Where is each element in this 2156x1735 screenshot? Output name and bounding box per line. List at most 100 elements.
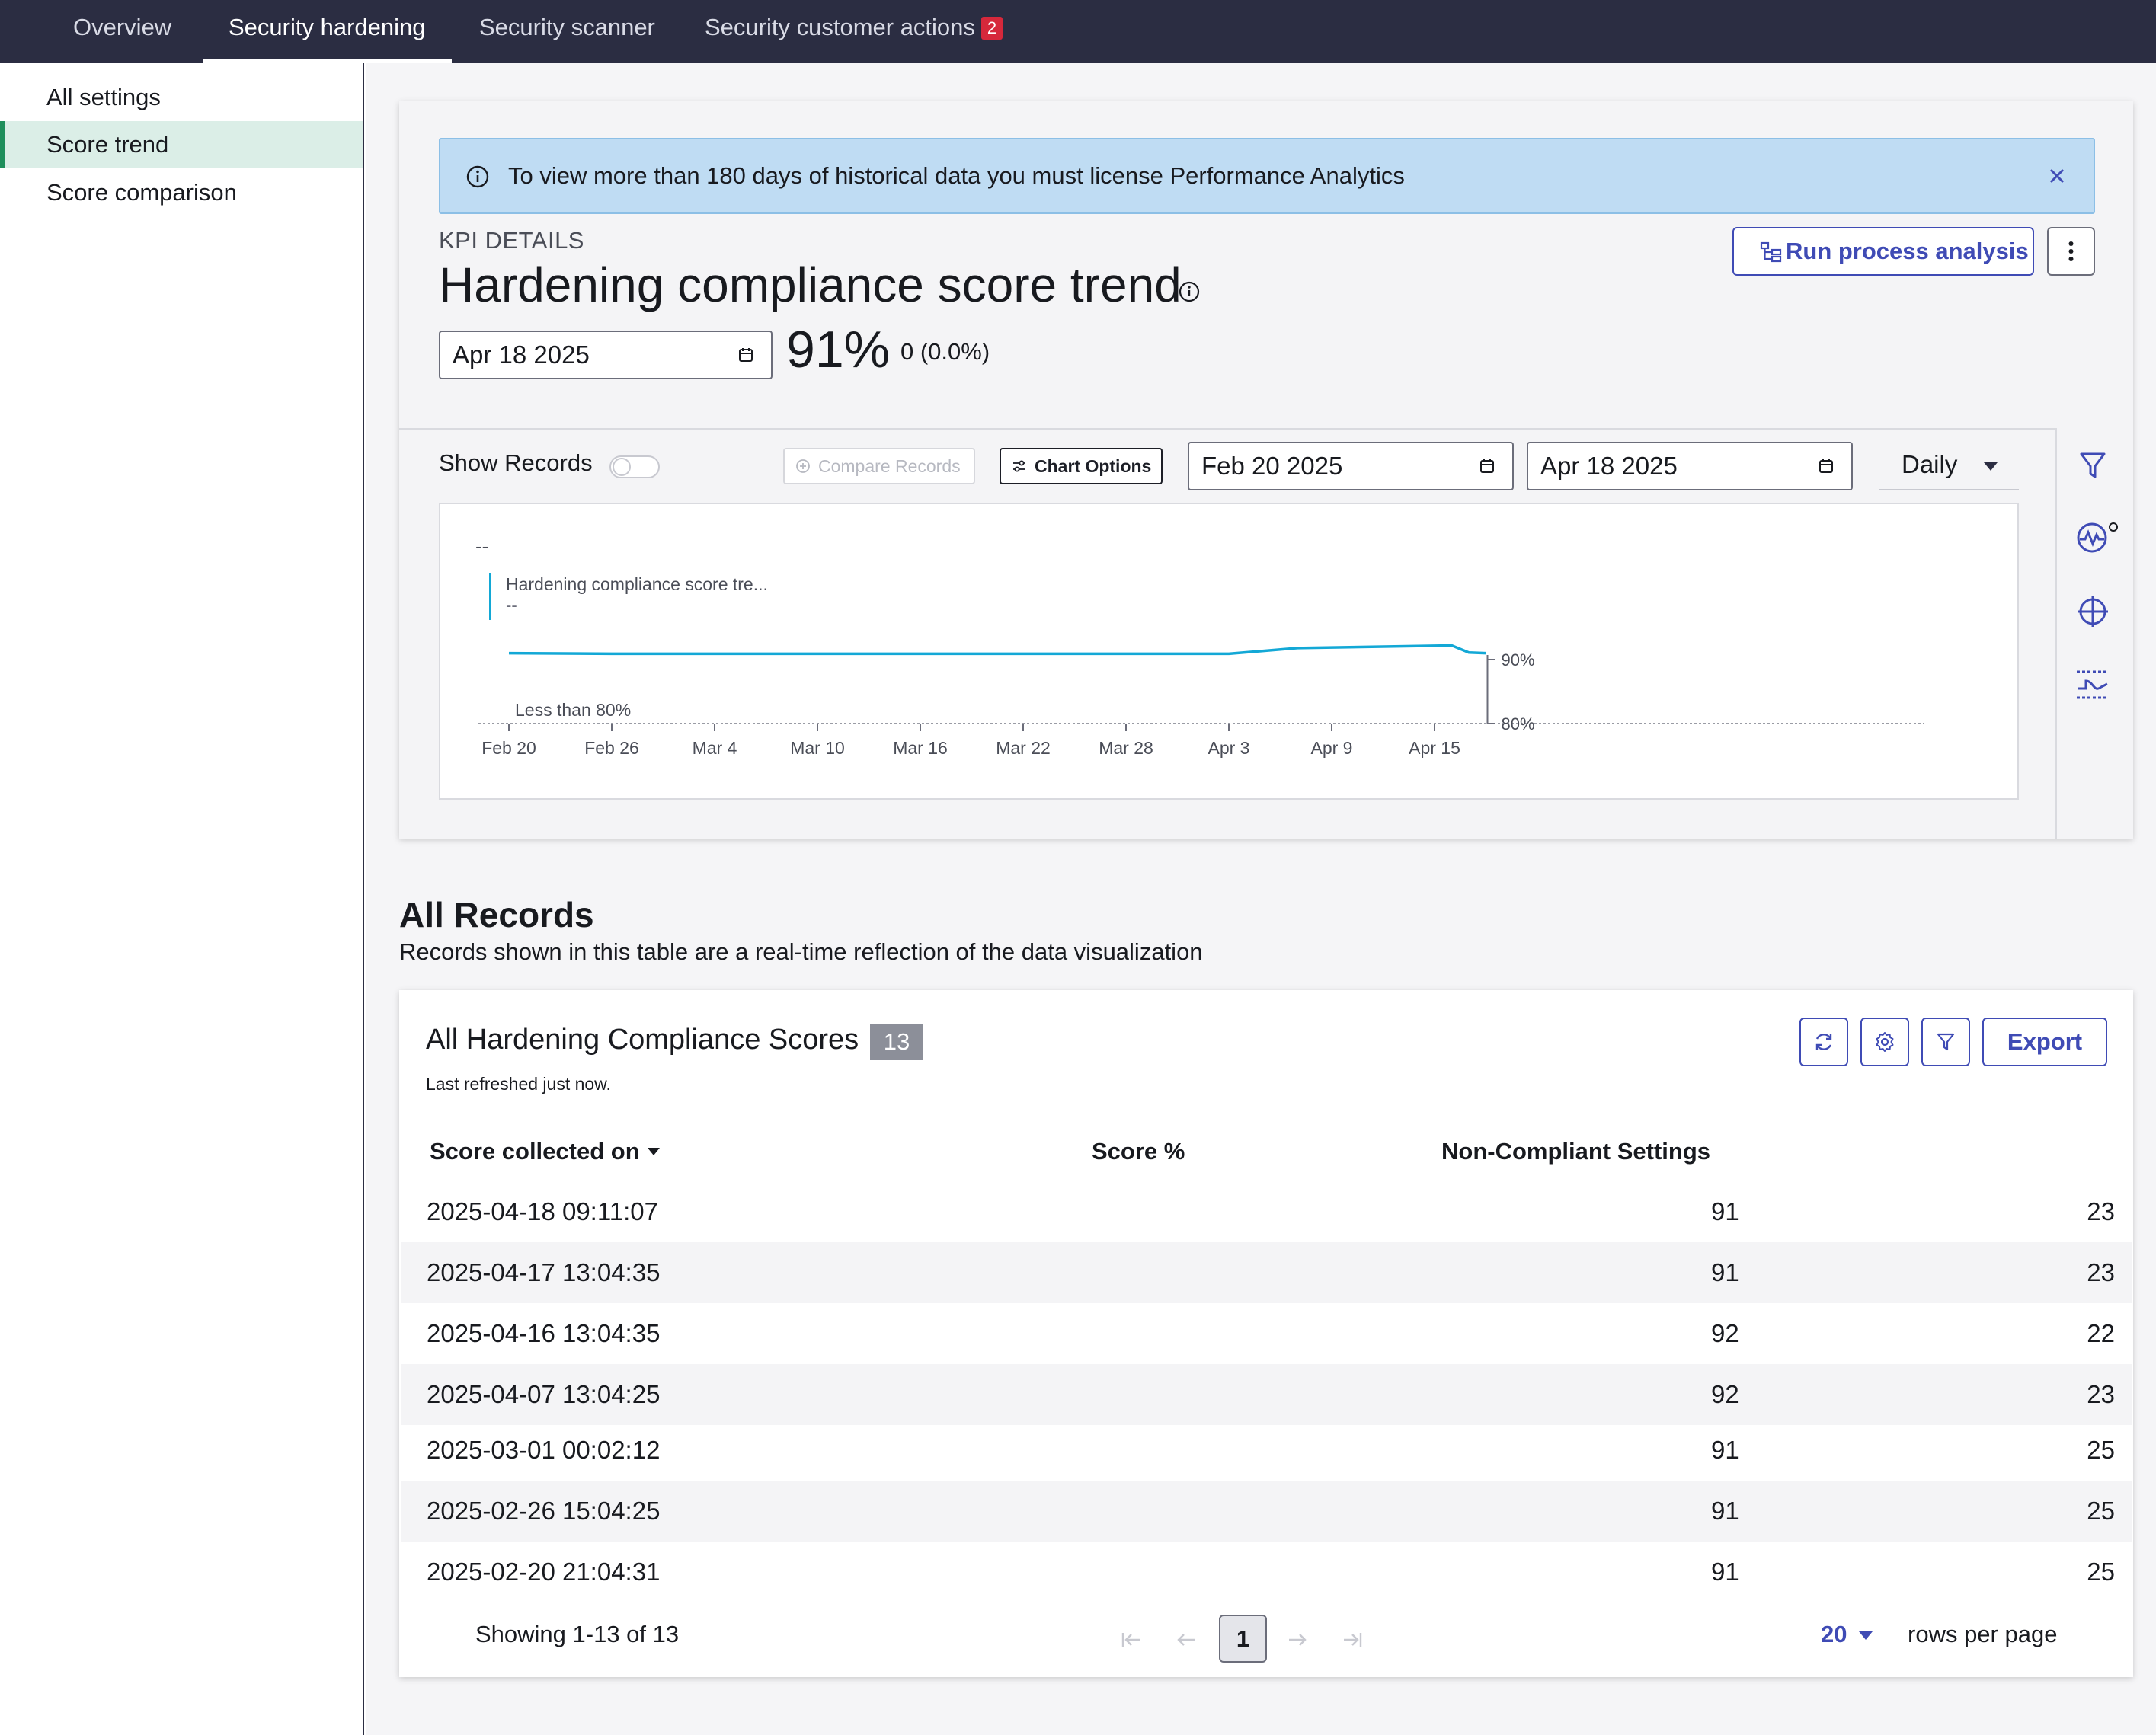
- show-records-label: Show Records: [439, 449, 593, 476]
- cell-date: 2025-04-07 13:04:25: [427, 1380, 661, 1408]
- last-page-icon[interactable]: [1339, 1628, 1365, 1651]
- column-header-score[interactable]: Score %: [1092, 1138, 1185, 1165]
- cell-noncompliant: 23: [2087, 1258, 2115, 1286]
- records-heading: All Records: [399, 895, 594, 935]
- series-line: [508, 644, 1486, 656]
- calendar-icon[interactable]: [1818, 458, 1835, 474]
- toolbar-divider: [2055, 428, 2057, 839]
- threshold-icon[interactable]: [2075, 667, 2110, 702]
- sidebar-item-score-comparison[interactable]: Score comparison: [46, 179, 237, 206]
- x-tick-label: Mar 22: [996, 738, 1051, 758]
- calendar-icon[interactable]: [737, 347, 754, 363]
- rows-per-page-label: rows per page: [1908, 1621, 2058, 1647]
- table-row[interactable]: 2025-04-17 13:04:35 91 23: [401, 1242, 2132, 1303]
- sort-desc-icon: [647, 1148, 660, 1155]
- range-end-date-picker[interactable]: Apr 18 2025: [1527, 442, 1853, 490]
- pagination-summary: Showing 1-13 of 13: [475, 1621, 680, 1647]
- close-icon[interactable]: [2043, 162, 2071, 190]
- records-table-panel: [399, 990, 2133, 1677]
- calendar-icon[interactable]: [1479, 458, 1495, 474]
- cell-date: 2025-04-17 13:04:35: [427, 1258, 661, 1286]
- show-records-toggle[interactable]: [609, 455, 660, 478]
- score-trend-chart: 80% 90% Feb 20 Feb 26 Mar 4 Mar 10 Mar 16 Mar 2…: [478, 644, 1924, 758]
- tab-security-hardening[interactable]: Security hardening: [203, 0, 452, 63]
- legend-series-name[interactable]: Hardening compliance score tre...: [506, 574, 768, 594]
- range-start-date-picker[interactable]: Feb 20 2025: [1188, 442, 1514, 490]
- table-row[interactable]: 2025-02-26 15:04:25 91 25: [401, 1481, 2132, 1542]
- tab-security-scanner[interactable]: Security scanner: [479, 14, 655, 40]
- panel-divider: [399, 428, 2057, 430]
- cell-score: 91: [1711, 1558, 1739, 1586]
- notification-badge: 2: [980, 17, 1003, 40]
- sidebar-item-all-settings[interactable]: All settings: [46, 84, 161, 110]
- table-row[interactable]: 2025-04-18 09:11:07 91 23: [401, 1181, 2132, 1242]
- caret-down-icon: [1984, 462, 1998, 471]
- top-navigation: Overview Security hardening Security sca…: [0, 0, 2156, 63]
- table-row[interactable]: 2025-04-07 13:04:25 92 23: [401, 1364, 2132, 1425]
- legend-color-swatch: [489, 573, 491, 620]
- cell-noncompliant: 22: [2087, 1319, 2115, 1347]
- caret-down-icon[interactable]: [1859, 1631, 1873, 1640]
- settings-button[interactable]: [1860, 1018, 1909, 1066]
- previous-page-icon[interactable]: [1173, 1628, 1199, 1651]
- chart-options-button[interactable]: Chart Options: [1000, 448, 1163, 484]
- run-process-analysis-button[interactable]: Run process analysis: [1732, 227, 2034, 276]
- filter-button[interactable]: [1921, 1018, 1970, 1066]
- cell-score: 91: [1711, 1258, 1739, 1286]
- cell-date: 2025-03-01 00:02:12: [427, 1436, 661, 1464]
- legend-series-value: --: [506, 596, 517, 615]
- cell-noncompliant: 25: [2087, 1436, 2115, 1464]
- export-button[interactable]: Export: [1982, 1018, 2107, 1066]
- frequency-value: Daily: [1902, 450, 1958, 478]
- run-process-analysis-label: Run process analysis: [1786, 238, 2029, 264]
- tab-overview[interactable]: Overview: [73, 14, 172, 40]
- cell-date: 2025-04-18 09:11:07: [427, 1197, 658, 1225]
- x-tick-label: Apr 9: [1311, 738, 1353, 758]
- cell-score: 92: [1711, 1319, 1739, 1347]
- process-tree-icon: [1760, 241, 1782, 263]
- more-options-button[interactable]: [2047, 227, 2095, 276]
- cell-date: 2025-02-26 15:04:25: [427, 1497, 661, 1525]
- table-row[interactable]: 2025-02-20 21:04:31 91 25: [401, 1542, 2132, 1602]
- sidebar-item-score-trend[interactable]: Score trend: [0, 121, 363, 168]
- x-tick-label: Mar 10: [790, 738, 845, 758]
- first-page-icon[interactable]: [1118, 1628, 1144, 1651]
- x-tick-label: Apr 15: [1409, 738, 1460, 758]
- cell-score: 91: [1711, 1197, 1739, 1225]
- compare-records-button[interactable]: Compare Records: [783, 448, 975, 484]
- cell-score: 91: [1711, 1497, 1739, 1525]
- refresh-button[interactable]: [1799, 1018, 1848, 1066]
- compare-records-label: Compare Records: [818, 456, 961, 476]
- cell-noncompliant: 23: [2087, 1197, 2115, 1225]
- filter-icon[interactable]: [2075, 448, 2110, 483]
- tab-label: Security customer actions: [705, 14, 975, 40]
- range-end-value: Apr 18 2025: [1540, 452, 1678, 480]
- cell-noncompliant: 25: [2087, 1558, 2115, 1586]
- cell-score: 92: [1711, 1380, 1739, 1408]
- column-header-label: Score collected on: [430, 1138, 640, 1165]
- cell-date: 2025-02-20 21:04:31: [427, 1558, 661, 1586]
- chart-options-label: Chart Options: [1035, 456, 1152, 476]
- current-page-button[interactable]: 1: [1219, 1615, 1267, 1663]
- table-row[interactable]: 2025-03-01 00:02:12 91 25: [401, 1420, 2132, 1481]
- filter-icon: [1937, 1033, 1955, 1051]
- page-title: Hardening compliance score trend: [439, 257, 1182, 312]
- add-circle-icon: [796, 459, 810, 473]
- sliders-icon: [1013, 460, 1025, 472]
- column-header-non-compliant[interactable]: Non-Compliant Settings: [1441, 1138, 1711, 1165]
- x-tick-label: Mar 4: [693, 738, 737, 758]
- kpi-score-value: 91%: [786, 321, 891, 379]
- frequency-select[interactable]: Daily: [1879, 442, 2019, 490]
- tab-security-customer-actions[interactable]: Security customer actions 2: [705, 0, 1003, 63]
- trend-annotation-icon[interactable]: [2075, 519, 2119, 554]
- crosshair-icon[interactable]: [2075, 594, 2110, 629]
- info-icon[interactable]: [1177, 280, 1201, 304]
- next-page-icon[interactable]: [1284, 1628, 1310, 1651]
- x-tick-label: Mar 28: [1099, 738, 1153, 758]
- column-header-score-collected-on[interactable]: Score collected on: [430, 1138, 660, 1165]
- rows-per-page-select[interactable]: 20: [1821, 1621, 1847, 1647]
- table-row[interactable]: 2025-04-16 13:04:35 92 22: [401, 1303, 2132, 1364]
- range-start-value: Feb 20 2025: [1201, 452, 1343, 480]
- x-tick-label: Mar 16: [893, 738, 948, 758]
- kpi-date-picker[interactable]: Apr 18 2025: [439, 331, 773, 379]
